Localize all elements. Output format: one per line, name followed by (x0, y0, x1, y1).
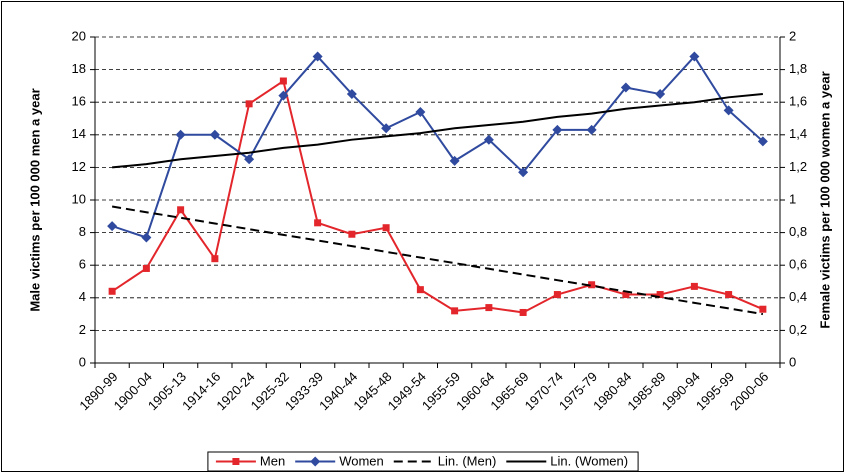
y-tick-label: 2 (79, 322, 86, 337)
y2-tick-label: 0,8 (789, 224, 807, 239)
marker (108, 287, 116, 295)
y-tick-label: 14 (72, 126, 86, 141)
series-line (111, 79, 764, 314)
marker (211, 255, 219, 263)
legend-marker (232, 458, 240, 465)
y2-tick-label: 0,4 (789, 289, 807, 304)
marker (314, 219, 322, 227)
marker (723, 105, 734, 116)
marker (244, 154, 255, 165)
y2-tick-label: 0,6 (789, 257, 807, 272)
marker (416, 286, 424, 294)
marker (757, 136, 768, 147)
marker (415, 106, 426, 117)
marker (346, 89, 357, 100)
marker (278, 90, 289, 101)
y-axis-title: Male victims per 100 000 men a year (27, 88, 42, 311)
y2-axis-title: Female victims per 100 000 women a year (817, 71, 832, 328)
y2-tick-label: 0,2 (789, 322, 807, 337)
marker (690, 282, 698, 290)
y-tick-label: 8 (79, 224, 86, 239)
y2-tick-label: 1,4 (789, 126, 807, 141)
y-tick-label: 0 (79, 354, 86, 369)
marker (449, 155, 460, 166)
marker (519, 308, 527, 316)
marker (689, 51, 700, 62)
marker (553, 291, 561, 299)
legend-label: Women (339, 453, 384, 468)
y-tick-label: 6 (79, 257, 86, 272)
legend: Men Women Lin. (Men) Lin. (Women) (215, 453, 628, 468)
y-tick-label: 4 (79, 289, 86, 304)
y-tick-label: 16 (72, 94, 86, 109)
y-tick-label: 18 (72, 61, 86, 76)
marker (655, 89, 666, 100)
y2-tick-label: 2 (789, 28, 796, 43)
marker (656, 291, 664, 299)
marker (312, 51, 323, 62)
series-line (111, 205, 764, 316)
marker (518, 167, 529, 178)
y2-tick-label: 0 (789, 354, 796, 369)
marker (141, 232, 152, 243)
y2-tick-label: 1,8 (789, 61, 807, 76)
marker (382, 224, 390, 232)
series-line (112, 93, 763, 169)
marker (107, 221, 118, 232)
marker (451, 307, 459, 315)
marker (483, 134, 494, 145)
marker (177, 206, 185, 214)
marker (175, 129, 186, 140)
legend-label: Men (260, 453, 285, 468)
marker (588, 281, 596, 289)
marker (381, 123, 392, 134)
legend-label: Lin. (Women) (550, 453, 628, 468)
y2-tick-label: 1,2 (789, 159, 807, 174)
marker (485, 304, 493, 312)
y-tick-label: 12 (72, 159, 86, 174)
y-tick-label: 20 (72, 28, 86, 43)
legend-label: Lin. (Men) (438, 453, 497, 468)
marker (279, 77, 287, 85)
y2-tick-label: 1 (789, 191, 796, 206)
marker (348, 230, 356, 238)
y2-tick-label: 1,6 (789, 94, 807, 109)
marker (245, 100, 253, 108)
marker (586, 124, 597, 135)
marker (552, 124, 563, 135)
marker (142, 264, 150, 272)
y-tick-label: 10 (72, 191, 86, 206)
legend-marker (310, 456, 321, 467)
marker (725, 291, 733, 299)
series-line (111, 54, 764, 239)
marker (209, 129, 220, 140)
marker (620, 82, 631, 93)
marker (622, 291, 630, 299)
marker (759, 305, 767, 313)
